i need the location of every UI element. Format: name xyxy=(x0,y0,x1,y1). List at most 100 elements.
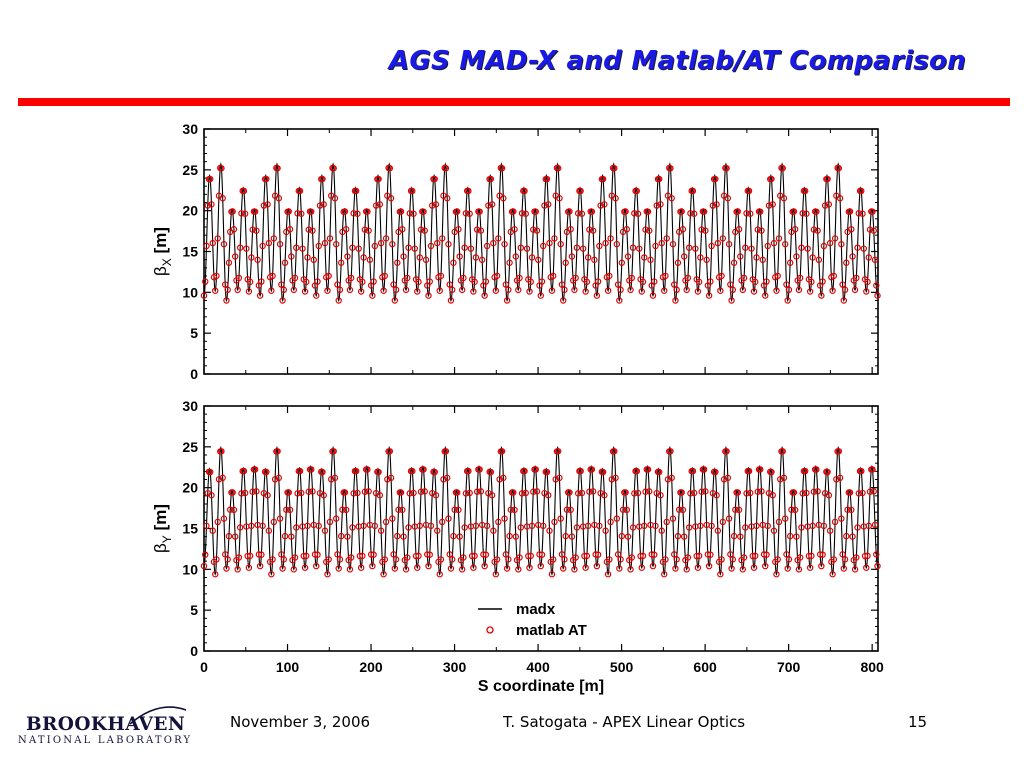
matlab-at-point xyxy=(633,187,640,195)
matlab-at-point xyxy=(678,489,685,496)
matlab-at-point xyxy=(275,474,283,482)
matlab-at-point xyxy=(478,256,486,264)
logo-wordmark: BROOKHAVEN xyxy=(26,714,186,735)
matlab-at-point xyxy=(597,202,604,209)
matlab-at-point xyxy=(774,272,781,280)
x-tick-label: 200 xyxy=(359,659,383,675)
matlab-at-point xyxy=(658,527,665,534)
matlab-at-point xyxy=(274,448,281,455)
matlab-at-point xyxy=(753,522,760,530)
matlab-at-point xyxy=(357,288,365,295)
matlab-at-point xyxy=(545,201,552,208)
matlab-at-point xyxy=(638,288,645,295)
matlab-at-point xyxy=(702,227,709,234)
matlab-at-point xyxy=(546,239,553,247)
matlab-at-point xyxy=(830,556,838,563)
matlab-at-point xyxy=(370,551,377,558)
matlab-at-point xyxy=(339,506,346,513)
matlab-at-point xyxy=(212,571,219,578)
series-matlab-at-beta-x xyxy=(200,164,881,304)
matlab-at-point xyxy=(573,244,581,251)
matlab-at-point xyxy=(481,292,488,299)
matlab-at-point xyxy=(493,556,501,563)
matlab-at-point xyxy=(223,565,230,572)
matlab-at-point xyxy=(622,208,629,215)
matlab-at-point xyxy=(389,515,396,522)
matlab-at-point xyxy=(421,227,428,234)
matlab-at-point xyxy=(550,272,557,280)
matlab-at-point xyxy=(274,165,281,172)
matlab-at-point xyxy=(347,274,355,282)
matlab-at-point xyxy=(467,245,475,252)
matlab-at-point xyxy=(455,506,462,514)
matlab-at-point xyxy=(320,492,327,499)
matlab-at-point xyxy=(296,187,304,195)
matlab-at-point xyxy=(465,187,472,195)
matlab-at-point xyxy=(568,533,576,540)
matlab-at-point xyxy=(500,474,507,482)
matlab-at-point xyxy=(399,226,406,233)
matlab-at-point xyxy=(612,195,619,202)
matlab-at-point xyxy=(522,489,529,497)
matlab-at-point xyxy=(427,242,435,250)
matlab-at-point xyxy=(558,551,566,558)
matlab-at-point xyxy=(873,551,880,558)
matlab-at-point xyxy=(871,256,879,264)
matlab-at-point xyxy=(200,292,208,299)
matlab-at-point xyxy=(572,554,579,561)
matlab-at-point xyxy=(249,488,256,495)
matlab-at-point xyxy=(843,259,850,266)
matlab-at-point xyxy=(873,282,880,289)
matlab-at-point xyxy=(263,468,270,476)
matlab-at-point xyxy=(515,566,522,573)
matlab-at-point xyxy=(243,245,250,252)
matlab-at-point xyxy=(218,448,225,455)
footer-date: November 3, 2006 xyxy=(230,713,371,731)
matlab-at-point xyxy=(786,532,794,540)
matlab-at-point xyxy=(831,518,839,526)
matlab-at-point xyxy=(601,492,608,499)
matlab-at-point xyxy=(381,272,389,280)
matlab-at-point xyxy=(668,474,675,482)
matlab-at-point xyxy=(560,297,567,304)
matlab-at-point xyxy=(260,202,268,209)
matlab-at-point xyxy=(325,556,332,563)
matlab-at-point xyxy=(874,292,881,299)
matlab-at-point xyxy=(406,210,413,217)
matlab-at-point xyxy=(512,253,520,260)
matlab-at-point xyxy=(439,235,446,242)
matlab-at-point xyxy=(729,556,737,563)
matlab-at-point xyxy=(804,245,811,252)
matlab-at-point xyxy=(651,278,658,285)
matlab-at-point xyxy=(753,254,760,261)
matlab-at-point xyxy=(392,556,400,563)
matlab-at-point xyxy=(330,448,337,455)
matlab-at-point xyxy=(426,278,433,285)
matlab-at-point xyxy=(290,286,297,294)
matlab-at-point xyxy=(278,551,285,558)
matlab-at-point xyxy=(853,274,860,282)
matlab-at-point xyxy=(279,297,286,304)
matlab-at-point xyxy=(661,287,668,294)
matlab-at-point xyxy=(422,256,430,264)
matlab-at-point xyxy=(286,506,294,514)
matlab-at-point xyxy=(641,254,648,261)
matlab-at-point xyxy=(498,165,506,172)
matlab-at-point xyxy=(402,286,410,294)
matlab-at-point xyxy=(387,474,395,482)
matlab-at-point xyxy=(532,466,539,473)
matlab-at-point xyxy=(470,288,477,295)
y-tick-label: 30 xyxy=(182,398,198,414)
matlab-at-point xyxy=(607,518,614,526)
matlab-at-point xyxy=(244,552,251,560)
matlab-at-point xyxy=(592,551,599,558)
matlab-at-point xyxy=(280,286,288,293)
matlab-at-point xyxy=(352,187,360,195)
matlab-at-point xyxy=(234,286,241,294)
matlab-at-point xyxy=(482,551,490,558)
matlab-at-point xyxy=(825,201,833,208)
matlab-at-point xyxy=(331,474,339,482)
matlab-at-point xyxy=(444,474,451,482)
matlab-at-point xyxy=(395,506,402,513)
matlab-at-point xyxy=(774,556,781,563)
